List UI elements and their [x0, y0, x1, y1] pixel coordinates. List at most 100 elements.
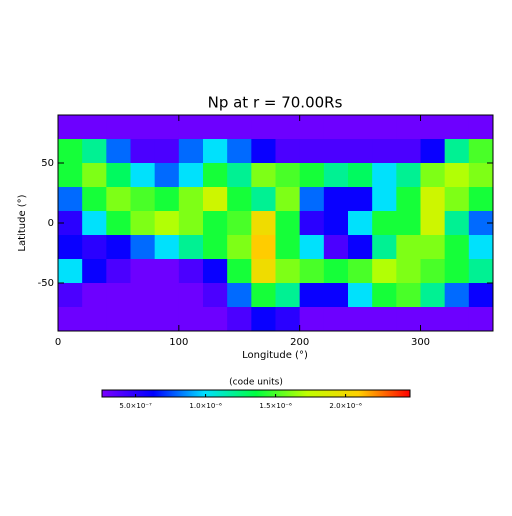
heatmap-cell — [203, 211, 228, 236]
heatmap-cell — [130, 139, 156, 164]
heatmap-cell — [275, 163, 301, 188]
heatmap-cell — [372, 115, 397, 140]
heatmap-cell — [82, 187, 107, 212]
heatmap-cell — [154, 307, 180, 332]
heatmap-cell — [420, 163, 446, 188]
heatmap-cell — [58, 115, 83, 140]
heatmap-cell — [299, 187, 325, 212]
heatmap-cell — [396, 115, 421, 140]
heatmap-cell — [106, 139, 131, 164]
heatmap-cell — [130, 187, 156, 212]
colorbar-tick-label: 1.5×10⁻⁶ — [259, 402, 292, 410]
heatmap-cell — [227, 259, 252, 284]
heatmap-cell — [275, 283, 301, 308]
y-tick-label: -50 — [38, 278, 54, 289]
heatmap-cell — [58, 283, 83, 308]
colorbar-tick-label: 2.0×10⁻⁶ — [329, 402, 362, 410]
heatmap-cell — [299, 139, 325, 164]
heatmap-cell — [106, 187, 131, 212]
heatmap-cell — [178, 259, 204, 284]
heatmap-cell — [348, 235, 373, 260]
heatmap-cell — [227, 187, 252, 212]
heatmap-cell — [420, 211, 446, 236]
heatmap-cell — [82, 139, 107, 164]
heatmap-cell — [203, 283, 228, 308]
heatmap-cell — [372, 283, 397, 308]
heatmap-cell — [178, 307, 204, 332]
heatmap-cell — [323, 283, 349, 308]
heatmap-cell — [299, 307, 325, 332]
heatmap-cell — [420, 187, 446, 212]
heatmap-cell — [227, 235, 252, 260]
heatmap-cell — [444, 307, 470, 332]
heatmap-cell — [372, 163, 397, 188]
heatmap-cell — [106, 115, 131, 140]
colorbar-label: (code units) — [229, 378, 283, 388]
heatmap-cell — [299, 259, 325, 284]
heatmap-cell — [203, 307, 228, 332]
heatmap-cell — [420, 139, 446, 164]
heatmap-cell — [203, 259, 228, 284]
heatmap-cell — [58, 235, 83, 260]
heatmap-cell — [154, 115, 180, 140]
heatmap-cell — [396, 259, 421, 284]
heatmap-cell — [444, 235, 470, 260]
heatmap-cell — [348, 115, 373, 140]
heatmap-cell — [372, 187, 397, 212]
heatmap-cell — [323, 235, 349, 260]
heatmap-cell — [396, 139, 421, 164]
heatmap-cell — [251, 259, 276, 284]
heatmap-cell — [444, 211, 470, 236]
heatmap-cell — [106, 235, 131, 260]
heatmap-cell — [203, 187, 228, 212]
heatmap-cell — [372, 211, 397, 236]
heatmap-cell — [130, 307, 156, 332]
heatmap-cell — [323, 259, 349, 284]
heatmap-cell — [58, 139, 83, 164]
heatmap-cell — [275, 139, 301, 164]
heatmap-cell — [58, 259, 83, 284]
heatmap-cell — [106, 211, 131, 236]
heatmap-cell — [323, 115, 349, 140]
heatmap-cell — [444, 139, 470, 164]
heatmap-cell — [178, 235, 204, 260]
heatmap-cell — [154, 139, 180, 164]
heatmap-cell — [178, 115, 204, 140]
heatmap-cell — [251, 307, 276, 332]
heatmap-cell — [396, 211, 421, 236]
heatmap-cell — [275, 307, 301, 332]
heatmap-cell — [275, 259, 301, 284]
heatmap-cell — [348, 307, 373, 332]
heatmap-cell — [372, 235, 397, 260]
heatmap-cell — [372, 139, 397, 164]
heatmap-cell — [58, 187, 83, 212]
colorbar-tick-label: 1.0×10⁻⁶ — [189, 402, 222, 410]
heatmap-cell — [420, 115, 446, 140]
heatmap-cell — [154, 235, 180, 260]
heatmap-cell — [323, 307, 349, 332]
heatmap-cell — [227, 163, 252, 188]
heatmap-cell — [227, 115, 252, 140]
heatmap-cell — [251, 211, 276, 236]
heatmap-cell — [468, 235, 494, 260]
heatmap-cell — [178, 163, 204, 188]
heatmap-cell — [154, 283, 180, 308]
heatmap-cell — [468, 307, 494, 332]
heatmap-cell — [82, 163, 107, 188]
heatmap-cell — [299, 211, 325, 236]
heatmap-cell — [323, 139, 349, 164]
heatmap-cell — [444, 259, 470, 284]
heatmap-cell — [420, 307, 446, 332]
heatmap-cell — [468, 139, 494, 164]
heatmap-cell — [468, 187, 494, 212]
heatmap-cell — [468, 283, 494, 308]
x-tick-label: 0 — [55, 337, 61, 348]
heatmap-cell — [82, 235, 107, 260]
heatmap-cell — [444, 115, 470, 140]
heatmap-cell — [203, 115, 228, 140]
heatmap-cell — [82, 307, 107, 332]
heatmap-cell — [178, 187, 204, 212]
heatmap-cell — [106, 307, 131, 332]
heatmap-cell — [275, 235, 301, 260]
